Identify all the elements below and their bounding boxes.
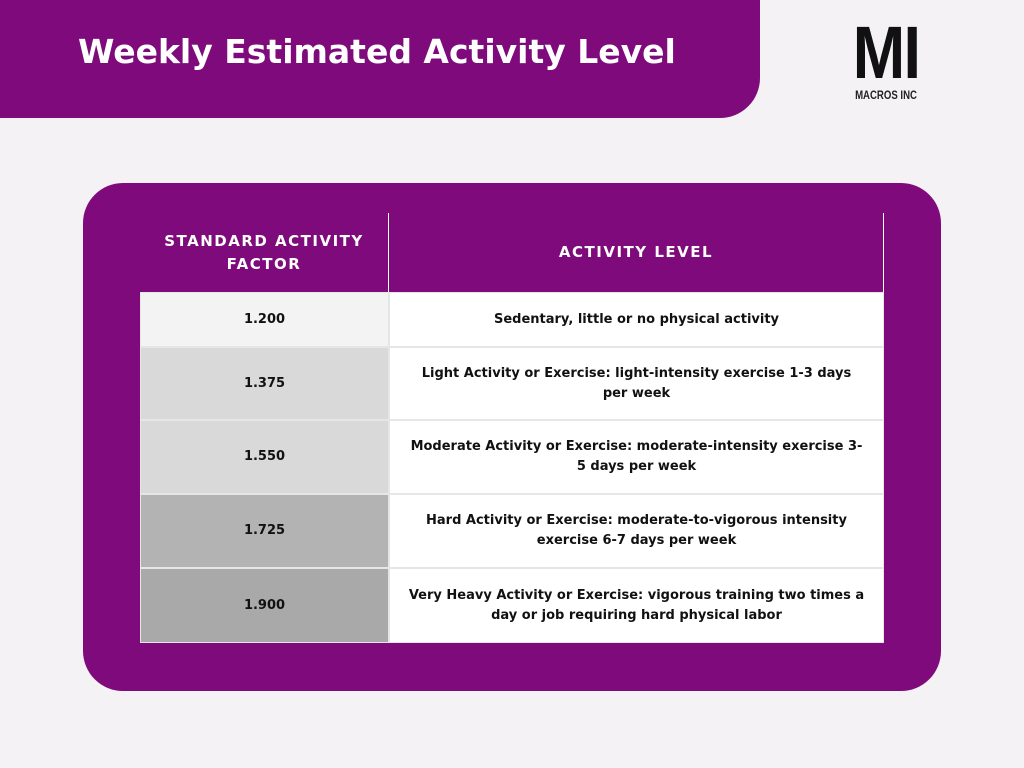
level-cell: Light Activity or Exercise: light-intens… <box>389 347 884 420</box>
logo-name: MACROS INC <box>855 88 917 102</box>
column-header: ACTIVITY LEVEL <box>389 213 884 292</box>
column-header: STANDARD ACTIVITY FACTOR <box>140 213 389 292</box>
logo: MI MACROS INC <box>846 11 926 103</box>
level-cell: Hard Activity or Exercise: moderate-to-v… <box>389 494 884 568</box>
table-row: 1.900 Very Heavy Activity or Exercise: vi… <box>140 568 884 643</box>
factor-cell: 1.900 <box>140 568 389 643</box>
table: STANDARD ACTIVITY FACTOR ACTIVITY LEVEL … <box>140 213 884 643</box>
table-row: 1.550 Moderate Activity or Exercise: mode… <box>140 420 884 494</box>
level-cell: Sedentary, little or no physical activit… <box>389 292 884 347</box>
page-title: Weekly Estimated Activity Level <box>78 32 676 71</box>
level-cell: Moderate Activity or Exercise: moderate-… <box>389 420 884 494</box>
factor-cell: 1.725 <box>140 494 389 568</box>
header-row: STANDARD ACTIVITY FACTOR ACTIVITY LEVEL <box>140 213 884 292</box>
level-cell: Very Heavy Activity or Exercise: vigorou… <box>389 568 884 643</box>
table-row: 1.200 Sedentary, little or no physical ac… <box>140 292 884 347</box>
factor-cell: 1.550 <box>140 420 389 494</box>
table-row: 1.375 Light Activity or Exercise: light-i… <box>140 347 884 420</box>
factor-cell: 1.200 <box>140 292 389 347</box>
factor-cell: 1.375 <box>140 347 389 420</box>
logo-mark: MI <box>852 11 921 94</box>
table-row: 1.725 Hard Activity or Exercise: moderate… <box>140 494 884 568</box>
header-banner: Weekly Estimated Activity Level <box>0 0 760 118</box>
